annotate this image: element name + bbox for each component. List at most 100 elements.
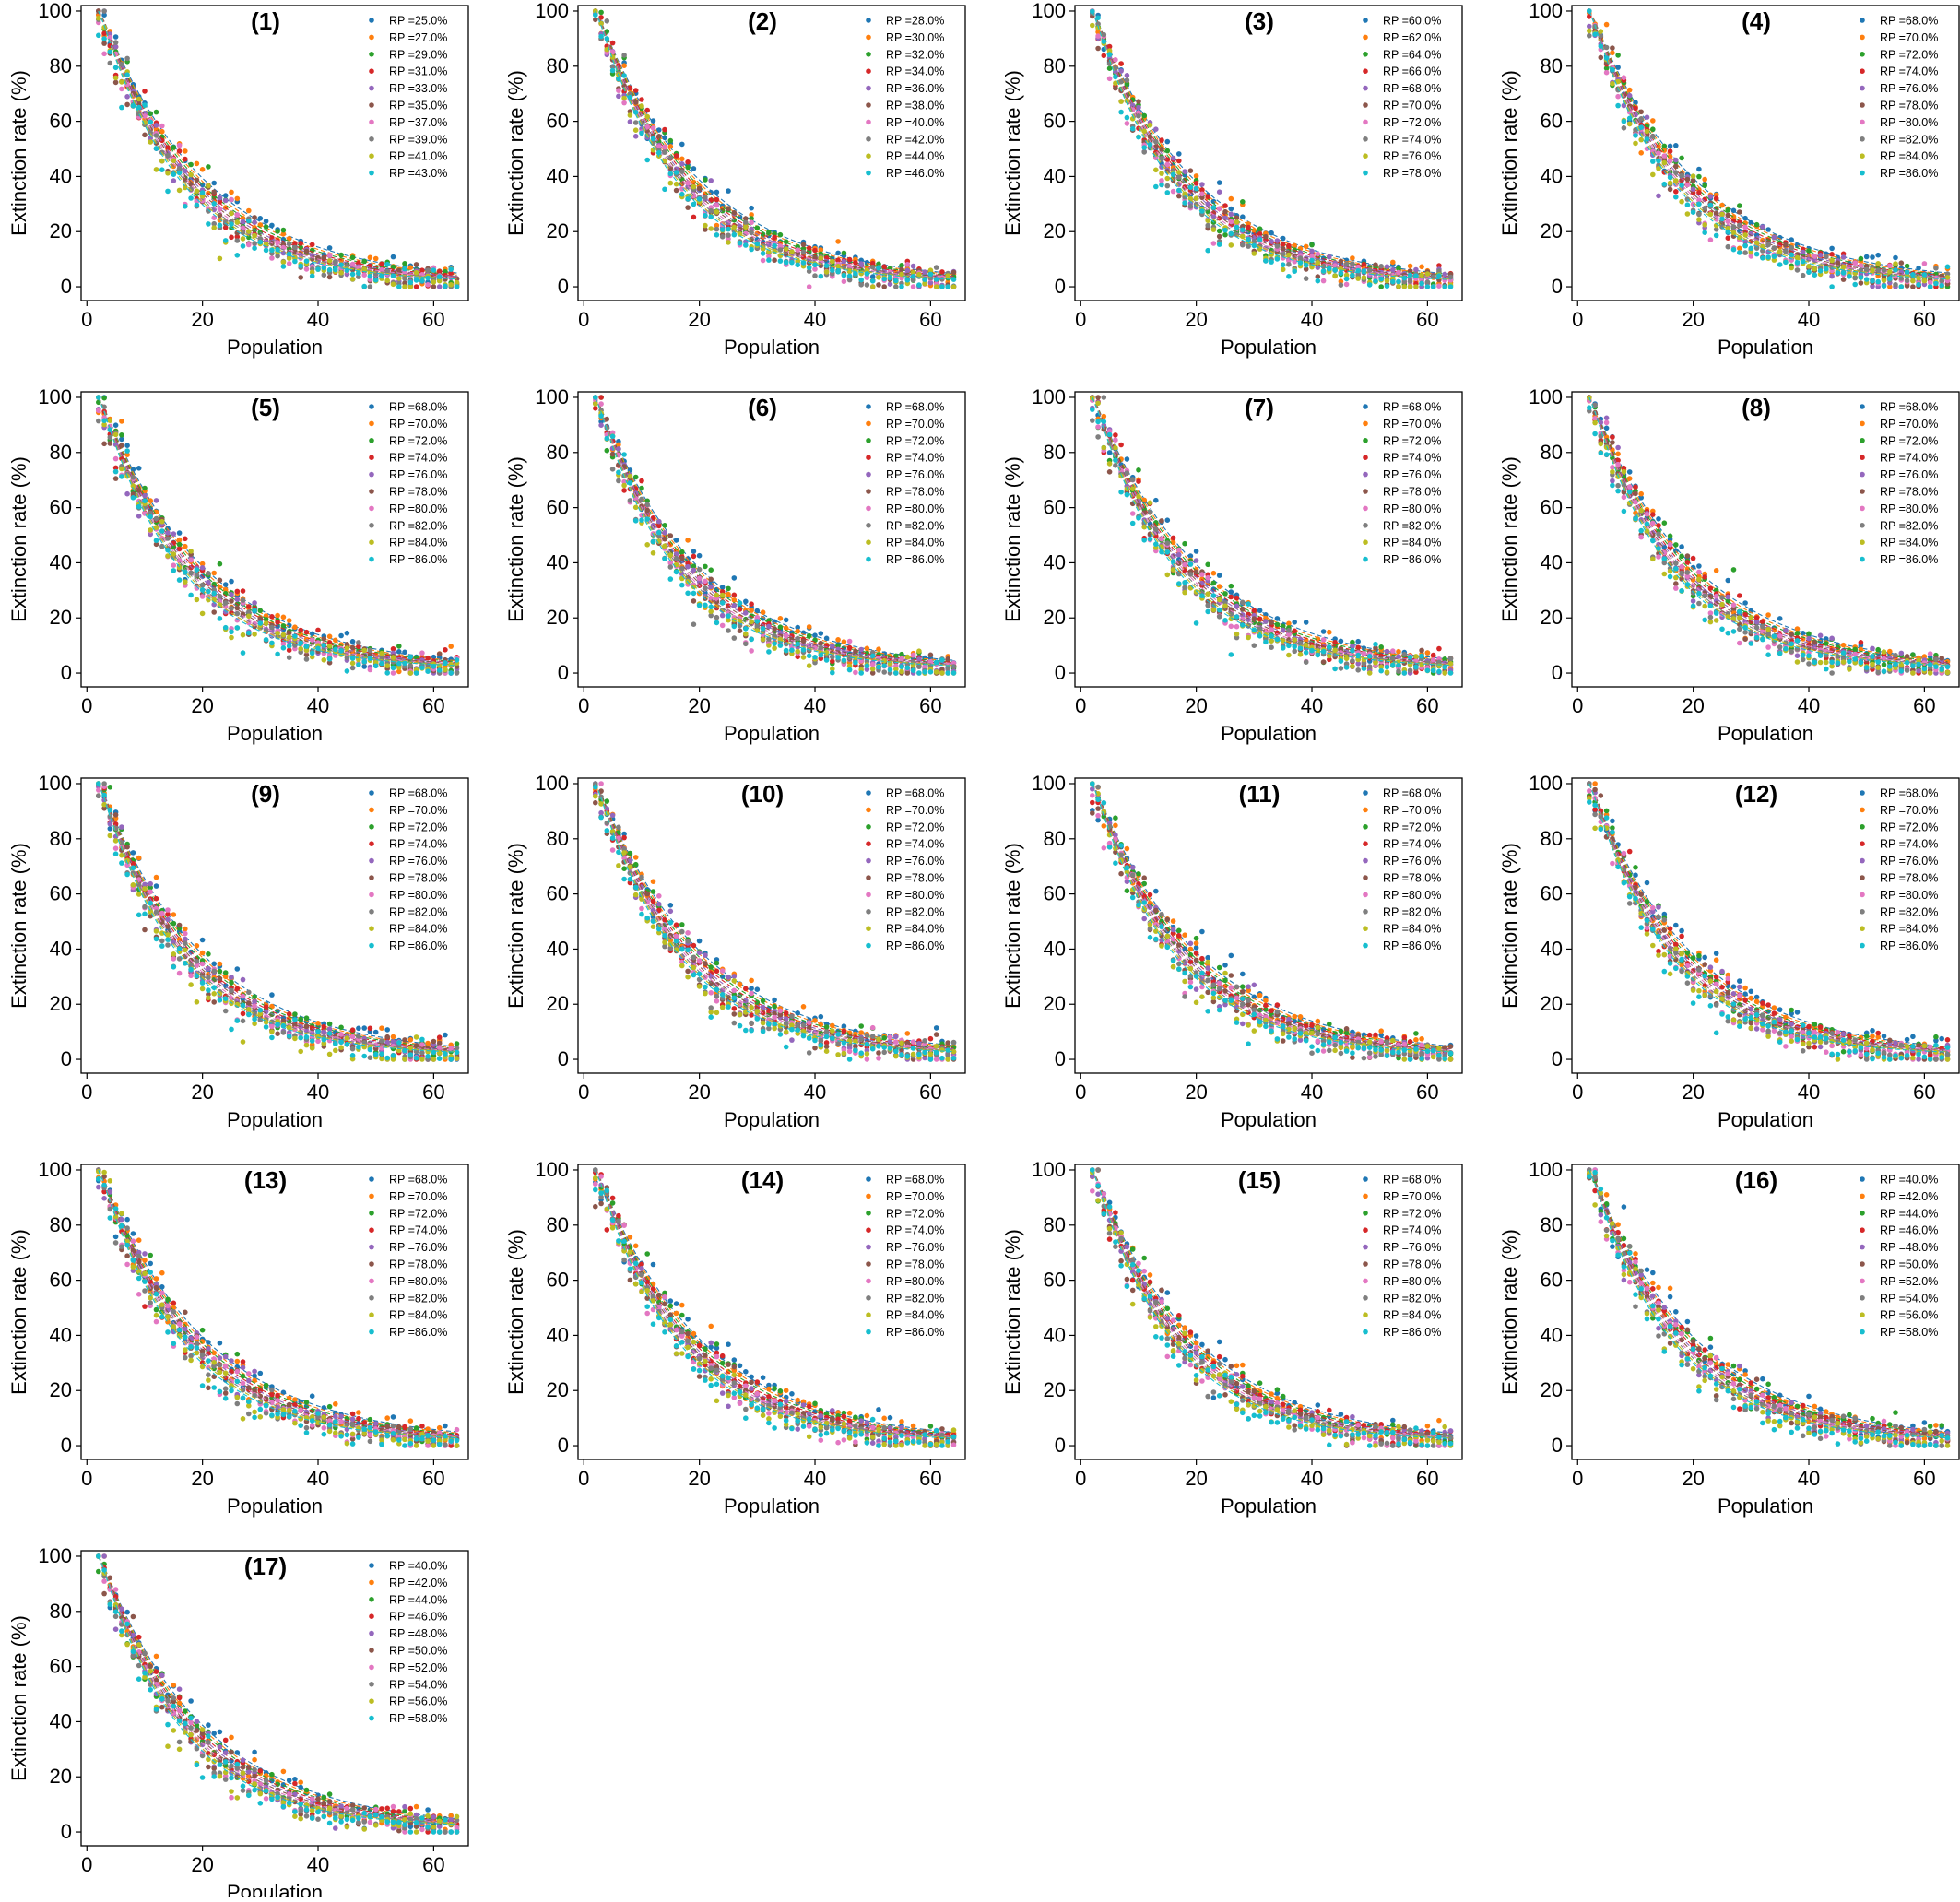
y-tick-label: 100 [38, 0, 72, 22]
data-point [1275, 637, 1281, 643]
legend-entry: RP =68.0% [1383, 401, 1441, 414]
y-tick-label: 100 [1032, 385, 1066, 408]
data-point [1396, 279, 1401, 285]
data-point [188, 593, 194, 598]
data-point [668, 155, 674, 160]
data-point [1852, 282, 1858, 288]
data-point [1859, 280, 1864, 286]
data-point [327, 267, 333, 273]
data-point [1905, 278, 1910, 284]
data-point [1281, 262, 1286, 267]
data-point [298, 241, 303, 246]
data-point [1125, 77, 1130, 83]
data-point [1176, 548, 1182, 553]
data-point [1252, 608, 1257, 614]
data-point [211, 189, 217, 195]
data-point [1275, 256, 1281, 262]
data-point [1165, 148, 1171, 154]
data-point [1402, 284, 1408, 289]
y-axis-label: Extinction rate (%) [1498, 70, 1521, 236]
data-point [749, 220, 754, 226]
data-point [1777, 262, 1783, 267]
data-point [443, 667, 448, 673]
y-tick-label: 0 [61, 661, 72, 684]
data-point [703, 579, 708, 585]
data-point [899, 652, 904, 657]
data-point [419, 650, 425, 656]
data-point [633, 120, 639, 125]
data-point [1321, 268, 1327, 274]
data-point [1390, 260, 1396, 266]
legend-entry: RP =46.0% [886, 167, 944, 180]
data-point [720, 623, 726, 629]
data-point [1171, 567, 1176, 573]
legend-marker [369, 18, 374, 23]
data-point [1587, 24, 1592, 30]
y-tick-label: 20 [50, 606, 72, 629]
data-point [738, 628, 743, 633]
y-tick-label: 60 [1541, 110, 1563, 133]
legend-marker [866, 136, 871, 142]
data-point [356, 640, 361, 645]
data-point [1638, 110, 1644, 115]
data-point [714, 232, 720, 238]
data-point [830, 670, 835, 676]
legend-entry: RP =70.0% [1383, 100, 1441, 112]
legend-marker [1363, 523, 1368, 528]
y-tick-label: 40 [1044, 550, 1066, 573]
data-point [1263, 640, 1269, 645]
data-point [1765, 612, 1771, 618]
data-point [1176, 151, 1182, 157]
data-point [720, 600, 726, 606]
data-point [298, 275, 303, 280]
x-tick-label: 20 [191, 308, 213, 331]
data-point [888, 667, 893, 673]
data-point [391, 254, 396, 260]
y-tick-label: 80 [547, 441, 569, 464]
legend-entry: RP =37.0% [389, 116, 447, 129]
data-point [714, 190, 720, 195]
data-point [1378, 644, 1384, 650]
data-point [1882, 278, 1887, 283]
data-point [113, 432, 119, 438]
data-point [448, 670, 454, 676]
data-point [1344, 262, 1350, 267]
legend-entry: RP =86.0% [1383, 553, 1441, 566]
data-point [1182, 200, 1187, 206]
data-point [211, 225, 217, 230]
data-point [1650, 118, 1656, 124]
data-point [1754, 222, 1760, 228]
data-point [1344, 282, 1350, 288]
data-point [211, 591, 217, 597]
data-point [281, 632, 287, 638]
data-point [391, 282, 396, 288]
data-point [345, 631, 350, 636]
data-point [651, 550, 656, 556]
data-point [310, 651, 315, 656]
data-point [1859, 275, 1864, 280]
data-point [1205, 218, 1210, 223]
legend-marker [866, 68, 871, 74]
data-point [819, 631, 824, 636]
data-point [1610, 81, 1615, 87]
data-point [951, 670, 957, 676]
data-point [1095, 434, 1101, 440]
data-point [639, 486, 644, 491]
data-point [1130, 511, 1136, 516]
data-point [1286, 628, 1292, 633]
data-point [1095, 419, 1101, 425]
data-point [195, 188, 200, 194]
data-point [1205, 591, 1210, 597]
data-point [1367, 654, 1373, 659]
data-point [402, 276, 407, 281]
y-tick-label: 40 [547, 550, 569, 573]
data-point [691, 166, 697, 171]
data-point [373, 256, 379, 262]
data-point [1638, 137, 1644, 143]
data-point [720, 234, 726, 240]
data-point [148, 120, 153, 125]
data-point [835, 239, 841, 244]
data-point [1107, 469, 1113, 475]
legend-entry: RP =70.0% [1880, 31, 1938, 44]
data-point [807, 245, 812, 251]
